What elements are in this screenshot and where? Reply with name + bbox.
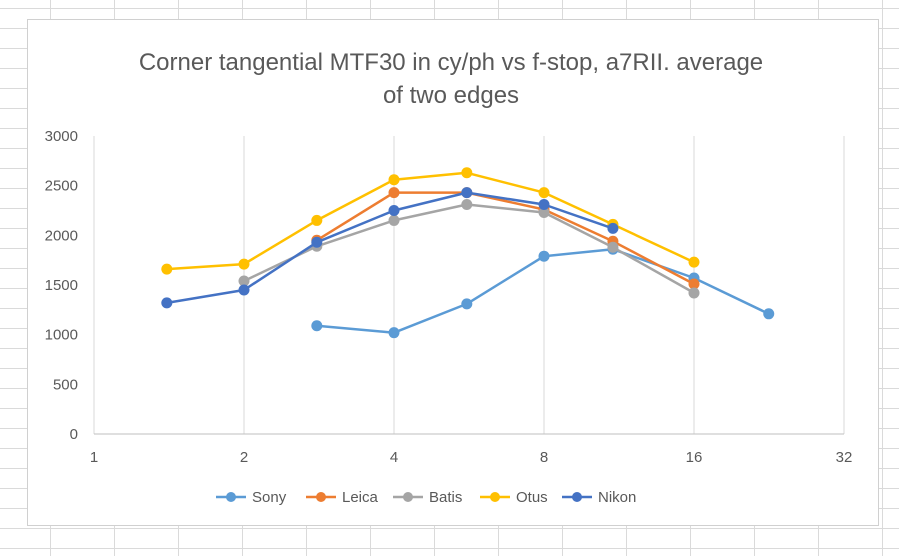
data-point-otus [388,174,400,186]
legend-label-sony: Sony [252,489,287,506]
y-tick-label: 1000 [45,327,78,344]
data-point-batis [238,275,250,287]
legend-marker-sony [226,492,236,502]
data-point-nikon [538,199,550,211]
data-point-otus [238,258,250,270]
data-point-nikon [461,187,473,199]
chart-title-line-1: Corner tangential MTF30 in cy/ph vs f-st… [139,49,763,76]
legend-label-nikon: Nikon [598,489,636,506]
chart-title: Corner tangential MTF30 in cy/ph vs f-st… [139,49,763,109]
series-lines [161,167,775,339]
data-point-otus [688,256,700,268]
x-tick-label: 1 [90,449,98,466]
data-point-batis [607,241,619,253]
data-point-sony [388,327,400,339]
y-tick-label: 2000 [45,227,78,244]
chart-title-line-2: of two edges [383,82,519,109]
legend-marker-batis [403,492,413,502]
legend: Sony Leica Batis Otus Nikon [216,489,636,506]
data-point-leica [388,187,400,199]
data-point-nikon [161,297,173,309]
data-point-batis [388,214,400,226]
data-point-otus [311,214,323,226]
legend-label-batis: Batis [429,489,462,506]
x-tick-label: 2 [240,449,248,466]
data-point-nikon [388,205,400,216]
data-point-nikon [311,236,323,248]
x-tick-label: 8 [540,449,548,466]
legend-marker-nikon [572,492,582,502]
y-tick-label: 0 [70,426,78,443]
y-tick-label: 3000 [45,128,78,145]
data-point-leica [688,278,700,290]
legend-marker-otus [490,492,500,502]
data-point-nikon [607,222,619,234]
axes: 1 2 4 8 16 32 0 500 1000 1500 2000 2500 3000 [45,128,853,466]
series-line-leica [316,191,695,286]
series-line-sony [316,247,770,334]
data-point-otus [538,187,550,199]
plot-gridlines [93,136,845,434]
y-tick-label: 500 [53,376,78,393]
data-point-sony [461,298,473,310]
data-point-batis [688,287,700,299]
data-point-sony [538,250,550,262]
x-tick-label: 4 [390,449,398,466]
data-point-nikon [238,284,250,296]
y-tick-label: 2500 [45,178,78,195]
legend-label-otus: Otus [516,489,548,506]
x-tick-label: 32 [836,449,853,466]
data-point-sony [311,320,323,332]
data-point-otus [161,263,173,275]
data-point-batis [461,199,473,211]
legend-marker-leica [316,492,326,502]
data-point-batis [538,206,550,218]
data-point-otus [461,167,473,179]
data-point-sony [763,308,775,320]
x-tick-label: 16 [686,449,703,466]
y-tick-label: 1500 [45,277,78,294]
legend-label-leica: Leica [342,489,379,506]
series-line-otus [166,171,695,271]
